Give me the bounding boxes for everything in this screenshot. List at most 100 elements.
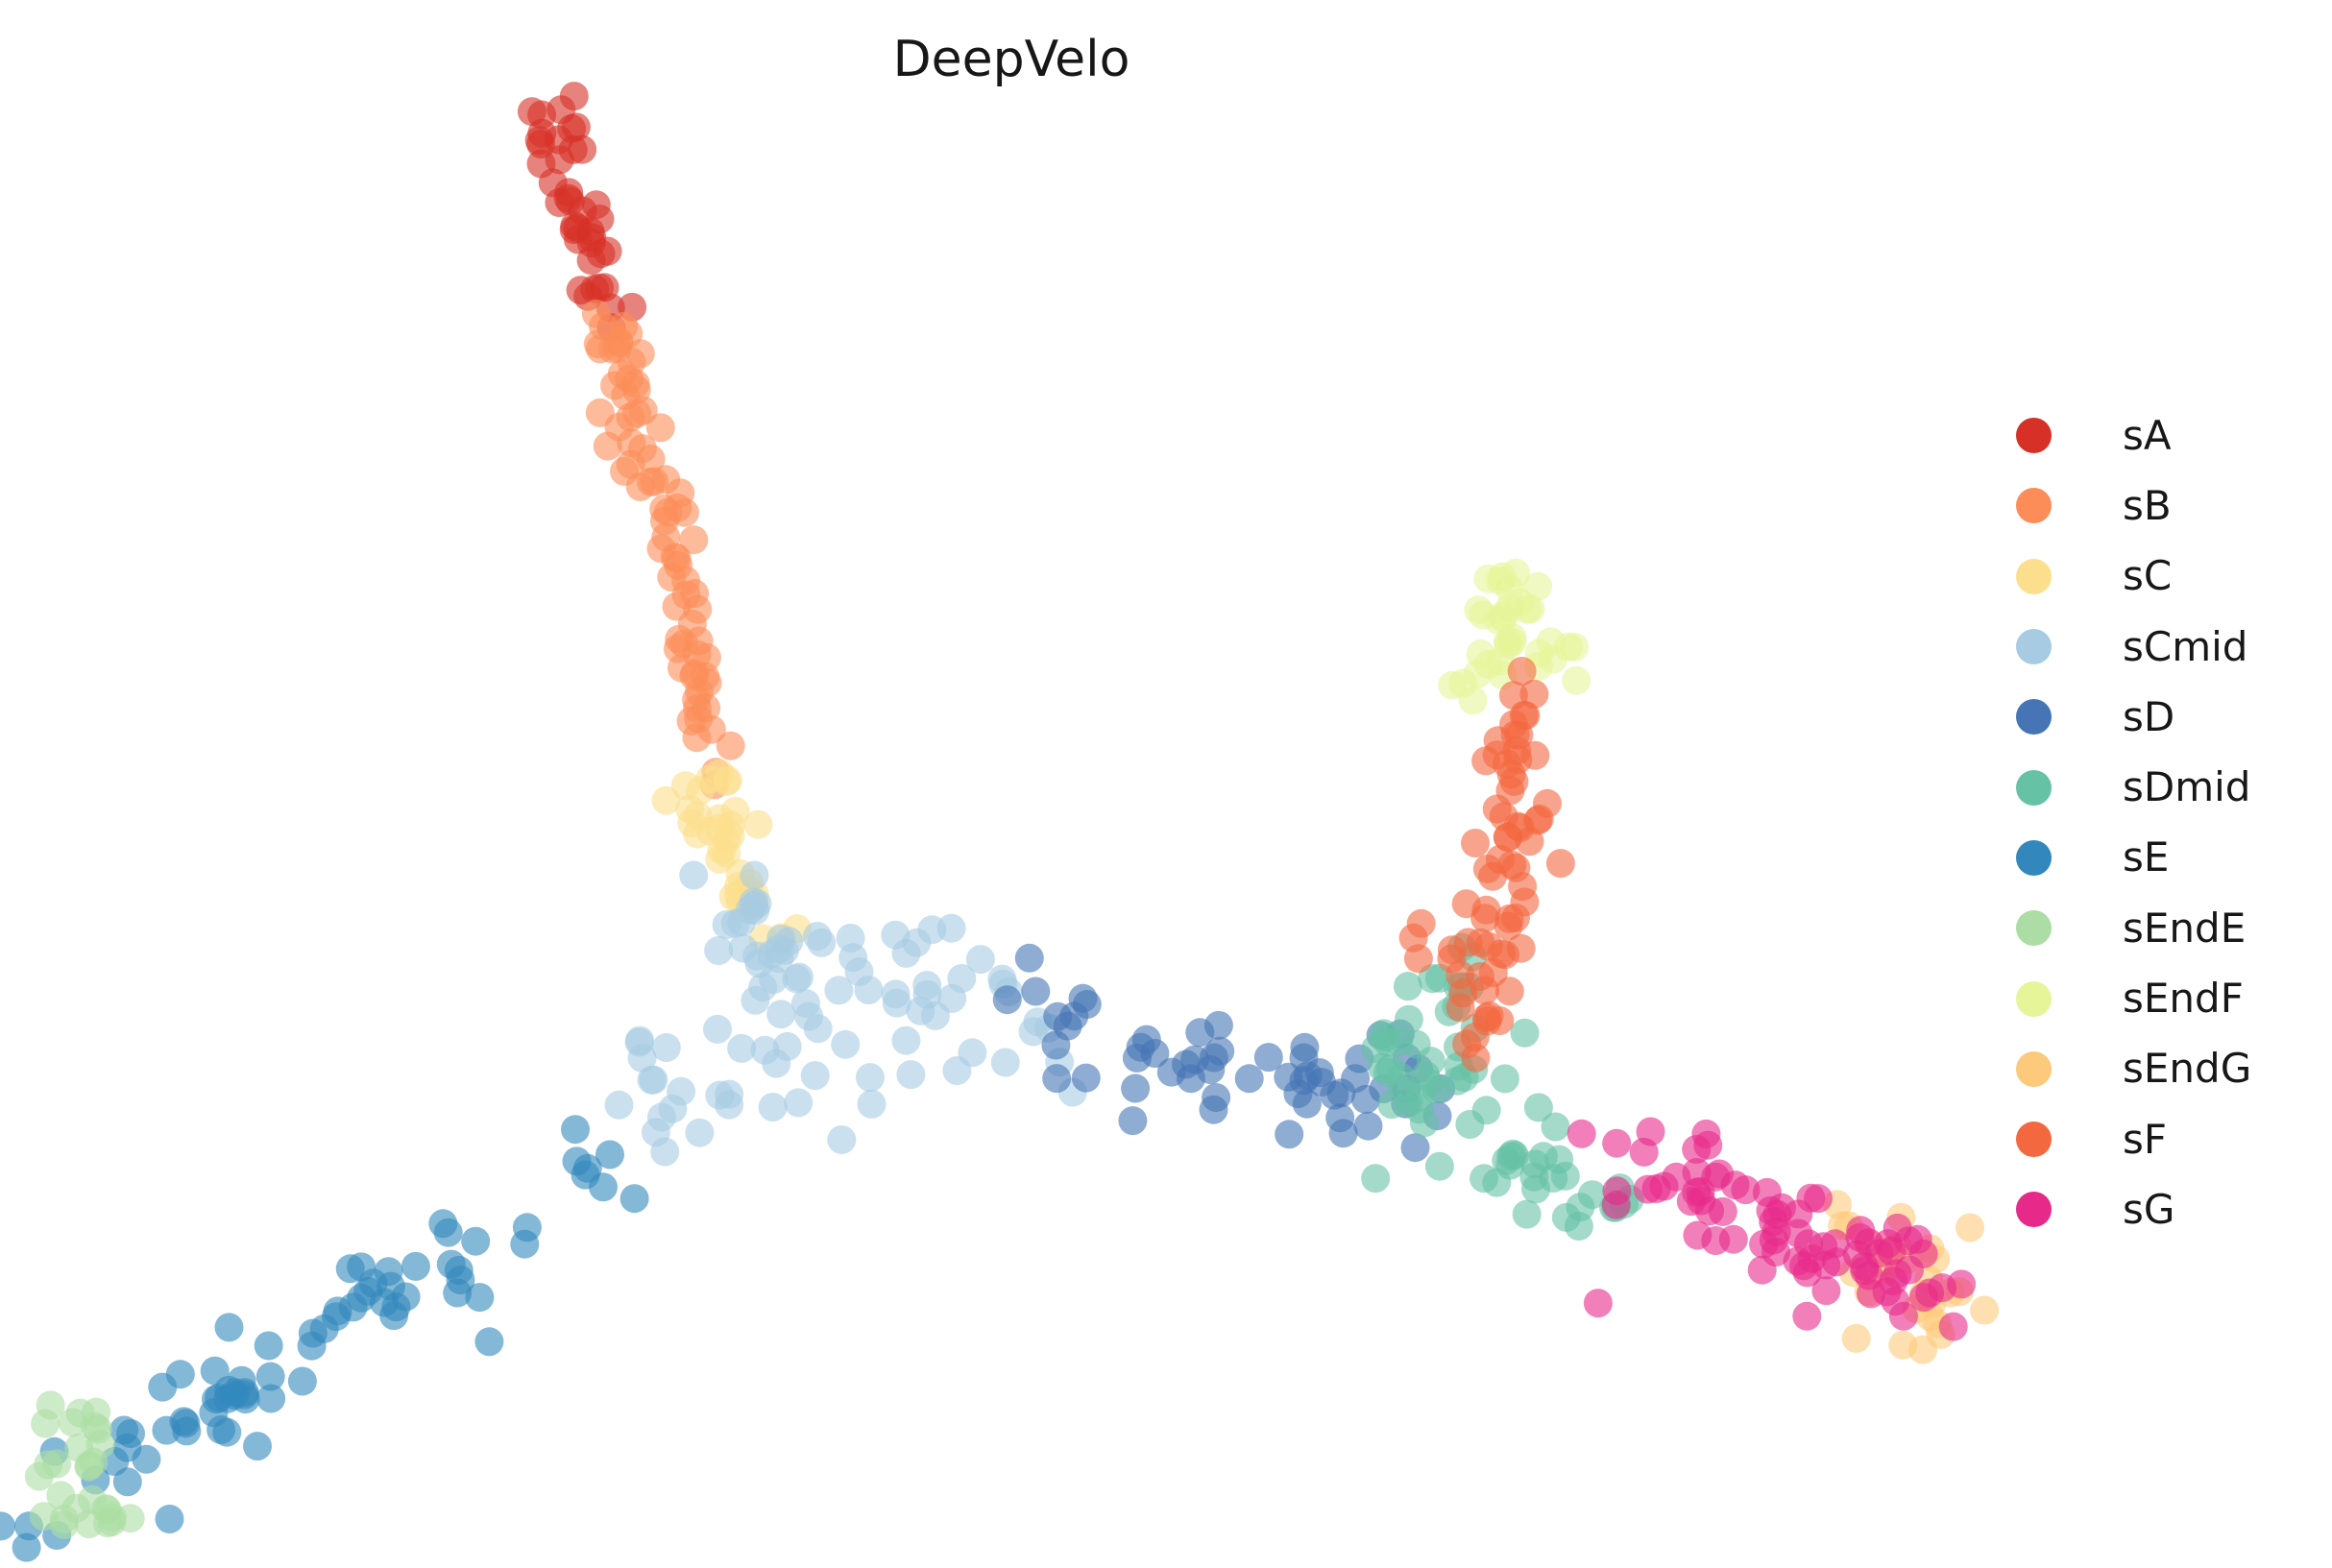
scatter-point: [401, 1251, 430, 1281]
legend-item-sD: sD: [2016, 682, 2251, 752]
scatter-point: [807, 928, 837, 957]
scatter-point: [116, 1419, 145, 1448]
scatter-point: [1471, 746, 1501, 776]
legend-marker-dot: [2016, 1050, 2052, 1087]
scatter-point: [1564, 1212, 1593, 1241]
scatter-point: [712, 910, 741, 939]
scatter-point: [1185, 1018, 1215, 1048]
scatter-point: [1172, 1049, 1201, 1079]
legend-label: sCmid: [2123, 622, 2248, 670]
scatter-point: [1118, 1106, 1148, 1136]
scatter-point: [1494, 977, 1524, 1006]
scatter-point: [683, 819, 713, 849]
scatter-point: [545, 145, 574, 175]
scatter-point: [1747, 1255, 1777, 1285]
legend-item-sA: sA: [2016, 400, 2251, 470]
series-sEndF: [1438, 558, 1591, 715]
scatter-point: [443, 1278, 473, 1308]
scatter-point: [1567, 1119, 1596, 1148]
scatter-point: [1583, 1289, 1613, 1318]
series-sG: [1567, 1117, 1977, 1341]
scatter-point: [571, 1160, 600, 1190]
legend-marker-dot: [2016, 1122, 2052, 1158]
legend-marker-dot: [2016, 488, 2052, 524]
scatter-point: [625, 472, 655, 501]
legend-item-sF: sF: [2016, 1104, 2251, 1174]
scatter-point: [667, 1076, 696, 1106]
scatter-point: [992, 985, 1022, 1015]
scatter-point: [663, 493, 692, 522]
scatter-point: [766, 1000, 796, 1029]
scatter-point: [1496, 1142, 1526, 1171]
scatter-point: [1718, 1224, 1748, 1254]
scatter-point: [741, 896, 770, 926]
scatter-point: [1649, 1171, 1679, 1201]
scatter-point: [561, 1115, 590, 1145]
series-sF: [1398, 657, 1575, 1073]
scatter-point: [1443, 1066, 1472, 1096]
scatter-point: [1409, 1108, 1439, 1138]
scatter-point: [679, 525, 709, 555]
scatter-point: [1516, 594, 1545, 624]
scatter-point: [1473, 564, 1503, 593]
scatter-point: [1562, 665, 1591, 695]
scatter-point: [1202, 1083, 1231, 1112]
scatter-point: [703, 1014, 732, 1044]
scatter-point: [212, 1417, 242, 1447]
scatter-point: [742, 941, 772, 971]
scatter-point: [74, 1452, 104, 1482]
scatter-point: [1372, 1027, 1402, 1057]
scatter-point: [1293, 1061, 1323, 1091]
scatter-point: [1292, 1089, 1322, 1119]
scatter-point: [1793, 1229, 1823, 1259]
legend-label: sE: [2123, 833, 2170, 881]
scatter-point: [1290, 1032, 1320, 1062]
legend-marker-dot: [2016, 839, 2052, 876]
scatter-point: [1708, 1196, 1737, 1226]
scatter-point: [1602, 1128, 1632, 1158]
scatter-point: [1541, 1112, 1570, 1142]
scatter-point: [433, 1218, 463, 1247]
scatter-point: [660, 543, 690, 572]
scatter-point: [527, 118, 557, 148]
scatter-point: [1325, 1103, 1355, 1133]
scatter-point: [1759, 1207, 1788, 1237]
scatter-point: [36, 1390, 65, 1420]
scatter-point: [617, 428, 646, 458]
scatter-point: [165, 1360, 195, 1389]
scatter-point: [1523, 1093, 1553, 1122]
scatter-point: [1928, 1273, 1957, 1303]
scatter-point: [1955, 1213, 1984, 1242]
scatter-point: [637, 1065, 667, 1095]
legend-item-sEndF: sEndF: [2016, 963, 2251, 1033]
scatter-point: [1452, 1029, 1482, 1059]
legend-marker-dot: [2016, 910, 2052, 947]
scatter-point: [1523, 571, 1553, 601]
scatter-point: [1577, 1180, 1607, 1210]
scatter-point: [800, 1061, 830, 1091]
scatter-point: [335, 1254, 365, 1284]
scatter-point: [1122, 1043, 1152, 1073]
scatter-point: [1845, 1222, 1875, 1252]
scatter-point: [1497, 627, 1527, 657]
legend-marker-dot: [2016, 629, 2052, 665]
legend-label: sEndF: [2123, 975, 2244, 1023]
series-sEndE: [24, 1390, 145, 1539]
scatter-point: [1326, 1078, 1356, 1108]
scatter-point: [1908, 1239, 1938, 1268]
scatter-point: [1482, 1168, 1512, 1197]
scatter-point: [517, 97, 547, 127]
scatter-point: [990, 1048, 1020, 1077]
legend-label: sA: [2123, 411, 2172, 459]
scatter-point: [214, 1313, 244, 1342]
scatter-point: [0, 1511, 15, 1541]
legend-label: sF: [2123, 1115, 2168, 1163]
scatter-point: [857, 1089, 887, 1119]
scatter-point: [712, 838, 741, 868]
legend: sA sB sC sCmid sD sDmid sE sEndE sEndF sEndG sF sG: [2016, 400, 2251, 1245]
scatter-point: [1811, 1250, 1841, 1280]
scatter-point: [1498, 681, 1528, 711]
scatter-point: [625, 1025, 655, 1055]
scatter-point: [836, 924, 865, 953]
scatter-point: [12, 1532, 41, 1562]
